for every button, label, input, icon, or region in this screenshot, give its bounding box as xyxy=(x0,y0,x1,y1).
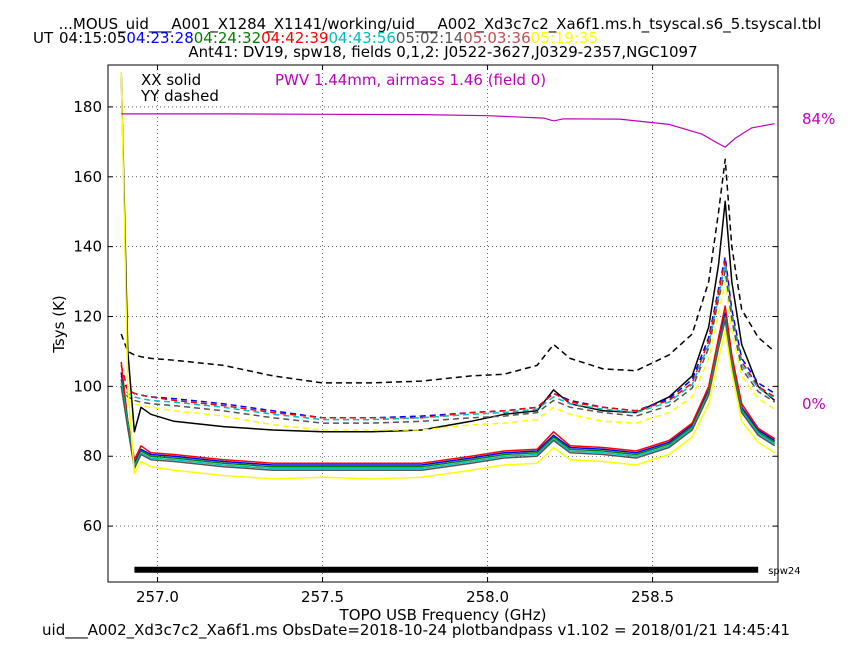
transmission-curve xyxy=(121,113,775,148)
transmission-top-label: 84% xyxy=(802,110,835,128)
series-line-6 xyxy=(120,280,776,431)
series-line-7 xyxy=(120,312,776,466)
y-tick-label-0: 60 xyxy=(83,517,102,535)
ut-time-1: 04:23:28 xyxy=(126,29,193,47)
x-tick-label-3: 258.5 xyxy=(631,588,674,606)
legend-solid: XX solid xyxy=(141,71,201,89)
ut-time-4: 04:43:56 xyxy=(329,29,396,47)
y-axis-ticks: 60 80 100 120 140 160 180 xyxy=(73,98,778,535)
series-line-8 xyxy=(120,305,776,464)
y-tick-label-4: 140 xyxy=(73,238,102,256)
ut-label: UT xyxy=(33,29,54,47)
chart-title-antenna: Ant41: DV19, spw18, fields 0,1,2: J0522-… xyxy=(188,43,697,61)
x-axis-ticks: 257.0 257.5 258.0 258.5 xyxy=(136,65,674,606)
ut-time-2: 04:24:32 xyxy=(194,29,261,47)
ut-time-0: 04:15:05 xyxy=(59,29,126,47)
ut-time-5: 05:02:14 xyxy=(396,29,463,47)
ut-times: 04:15:0504:23:2804:24:3204:42:3904:43:56… xyxy=(59,29,598,47)
x-tick-label-0: 257.0 xyxy=(136,588,179,606)
spw-label: spw24 xyxy=(768,566,800,577)
plot-area xyxy=(108,65,778,582)
series-line-0 xyxy=(120,71,776,433)
transmission-group xyxy=(121,113,775,148)
series-line-2 xyxy=(120,256,776,419)
series-line-5 xyxy=(120,270,776,424)
y-tick-label-6: 180 xyxy=(73,98,102,116)
series-line-1 xyxy=(120,158,776,384)
ut-time-7: 05:19:35 xyxy=(531,29,598,47)
y-tick-label-2: 100 xyxy=(73,377,102,395)
ut-time-6: 05:03:36 xyxy=(463,29,530,47)
pwv-label: PWV 1.44mm, airmass 1.46 (field 0) xyxy=(275,71,546,89)
y-tick-label-5: 160 xyxy=(73,168,102,186)
x-tick-label-1: 257.5 xyxy=(301,588,344,606)
series-group xyxy=(120,71,776,480)
y-tick-label-3: 120 xyxy=(73,308,102,326)
footer-info: uid___A002_Xd3c7c2_Xa6f1.ms ObsDate=2018… xyxy=(42,621,790,640)
plot-frame xyxy=(107,64,779,583)
y-axis-label: Tsys (K) xyxy=(50,295,68,354)
series-line-11 xyxy=(120,319,776,471)
x-tick-label-2: 258.0 xyxy=(466,588,509,606)
legend-dashed: YY dashed xyxy=(140,87,219,105)
spw-bar-group: spw24 xyxy=(134,566,801,577)
series-line-4 xyxy=(120,263,776,421)
ut-time-3: 04:42:39 xyxy=(261,29,328,47)
transmission-bottom-label: 0% xyxy=(802,395,826,413)
y-tick-label-1: 80 xyxy=(83,447,102,465)
chart-title-path: ...MOUS_uid___A001_X1284_X1141/working/u… xyxy=(59,15,822,34)
x-axis-label: TOPO USB Frequency (GHz) xyxy=(339,606,547,624)
series-line-12 xyxy=(120,71,776,480)
